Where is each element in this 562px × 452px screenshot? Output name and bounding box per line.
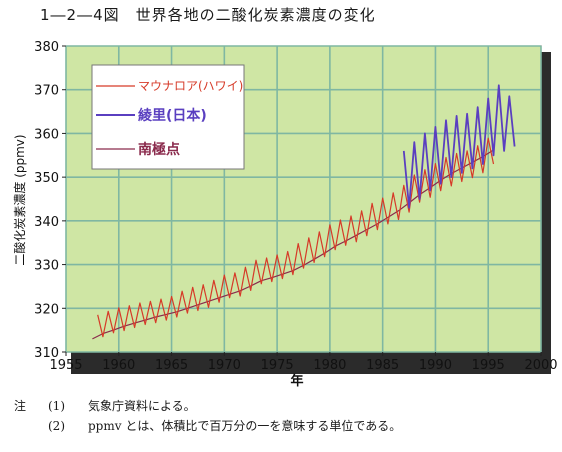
y-tick-label: 370 <box>34 84 59 99</box>
y-tick-label: 350 <box>34 171 59 186</box>
y-axis-ticks: 310 320 330 340 350 360 370 380 <box>34 40 66 361</box>
x-tick-label: 2000 <box>524 358 557 373</box>
x-axis-ticks: 1955 1960 1965 1970 1975 1980 1985 1990 1995 2000 <box>49 352 558 373</box>
legend-label-mauna-loa: マウナロア(ハワイ) <box>138 79 243 93</box>
note-head: 注 <box>14 399 27 413</box>
x-tick-label: 1975 <box>261 358 294 373</box>
y-tick-label: 320 <box>34 302 59 317</box>
note-number: (1) <box>48 399 65 413</box>
y-tick-label: 330 <box>34 259 59 274</box>
y-tick-label: 340 <box>34 215 59 230</box>
note-1: 注 (1) 気象庁資料による。 <box>14 396 401 416</box>
y-axis-label: 二酸化炭素濃度 (ppmv) <box>12 134 27 265</box>
note-number: (2) <box>48 419 65 433</box>
x-tick-label: 1985 <box>366 358 399 373</box>
x-tick-label: 1955 <box>49 358 82 373</box>
legend: マウナロア(ハワイ) 綾里(日本) 南極点 <box>91 64 245 170</box>
series-line-south-pole <box>92 149 494 340</box>
x-tick-label: 1960 <box>102 358 135 373</box>
legend-label-south-pole: 南極点 <box>138 141 180 158</box>
x-tick-label: 1995 <box>472 358 505 373</box>
note-2: (2) ppmv とは、体積比で百万分の一を意味する単位である。 <box>14 416 401 436</box>
y-tick-label: 360 <box>34 127 59 142</box>
legend-box <box>91 64 245 170</box>
x-tick-label: 1970 <box>208 358 241 373</box>
note-text: 気象庁資料による。 <box>88 399 196 413</box>
notes: 注 (1) 気象庁資料による。 (2) ppmv とは、体積比で百万分の一を意味する単… <box>14 396 401 436</box>
legend-label-ryori: 綾里(日本) <box>138 107 207 124</box>
y-tick-label: 310 <box>34 346 59 361</box>
x-tick-label: 1990 <box>419 358 452 373</box>
x-axis-label: 年 <box>290 373 303 389</box>
series-line-mauna-loa <box>97 137 495 338</box>
y-tick-label: 380 <box>34 40 59 55</box>
x-tick-label: 1965 <box>155 358 188 373</box>
series-layer <box>92 84 516 340</box>
x-tick-label: 1980 <box>313 358 346 373</box>
chart-title: 1―2―4図 世界各地の二酸化炭素濃度の変化 <box>40 6 376 24</box>
note-text: ppmv とは、体積比で百万分の一を意味する単位である。 <box>88 419 402 433</box>
series-line-ryori <box>402 84 516 209</box>
